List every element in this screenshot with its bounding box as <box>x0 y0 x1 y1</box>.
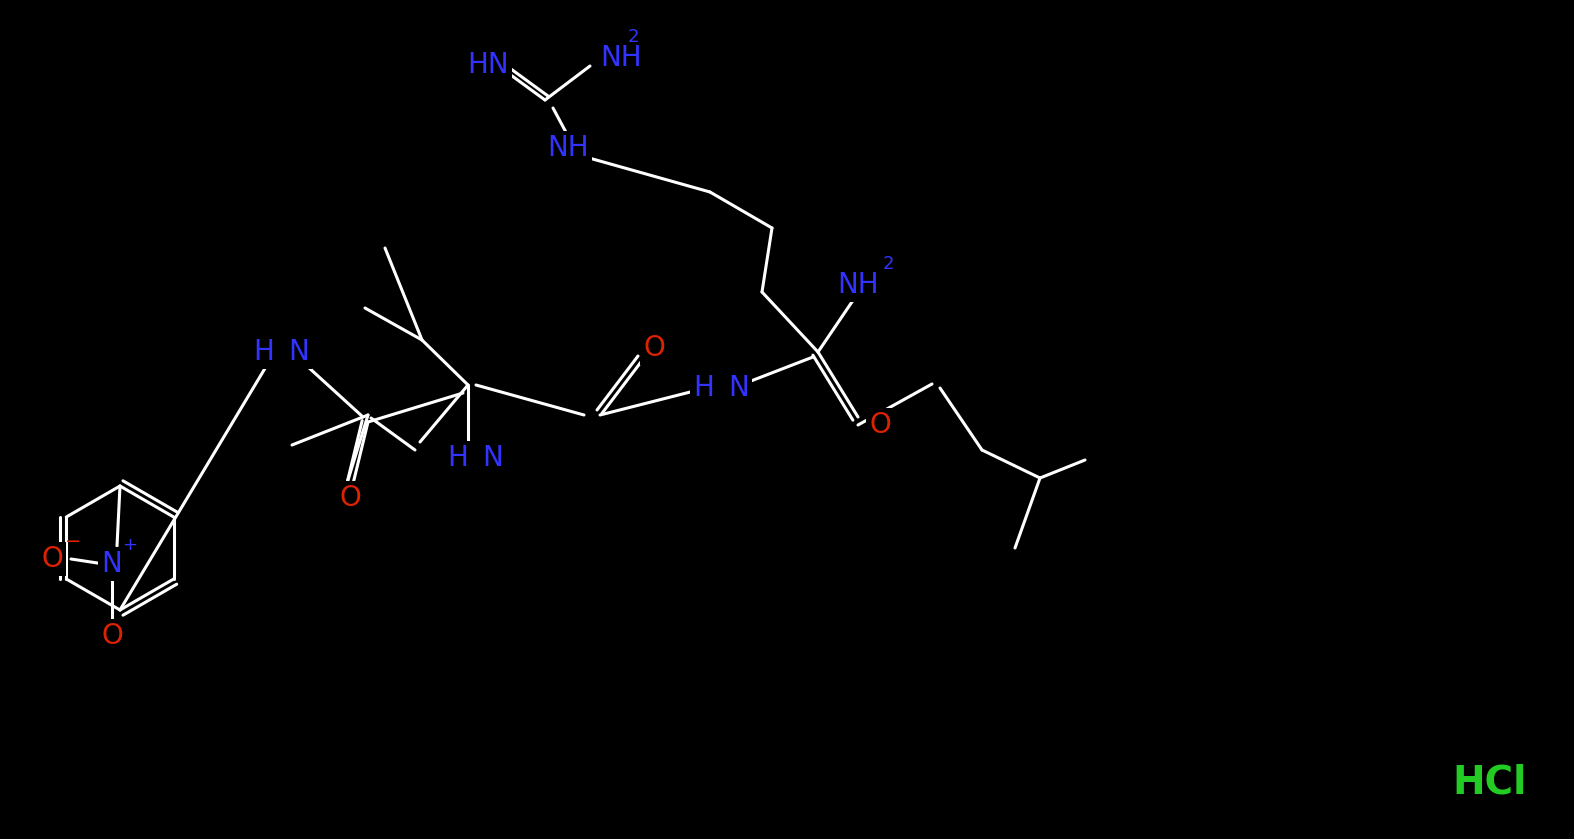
Text: HN: HN <box>467 51 508 79</box>
Text: N: N <box>102 550 123 578</box>
Text: H: H <box>253 338 274 366</box>
Text: H: H <box>693 374 715 402</box>
Text: HCl: HCl <box>1453 763 1527 801</box>
Text: NH: NH <box>837 271 878 299</box>
Text: O: O <box>644 334 664 362</box>
Text: +: + <box>123 536 137 554</box>
Text: H: H <box>447 444 467 472</box>
Text: O: O <box>338 484 360 512</box>
Text: N: N <box>729 374 749 402</box>
Text: 2: 2 <box>628 28 639 46</box>
Text: O: O <box>41 545 63 573</box>
Text: −: − <box>65 532 82 551</box>
Text: NH: NH <box>548 134 589 162</box>
Text: 2: 2 <box>883 255 894 273</box>
Text: NH: NH <box>600 44 642 72</box>
Text: O: O <box>101 622 123 650</box>
Text: N: N <box>288 338 309 366</box>
Text: O: O <box>869 411 891 439</box>
Text: N: N <box>482 444 502 472</box>
